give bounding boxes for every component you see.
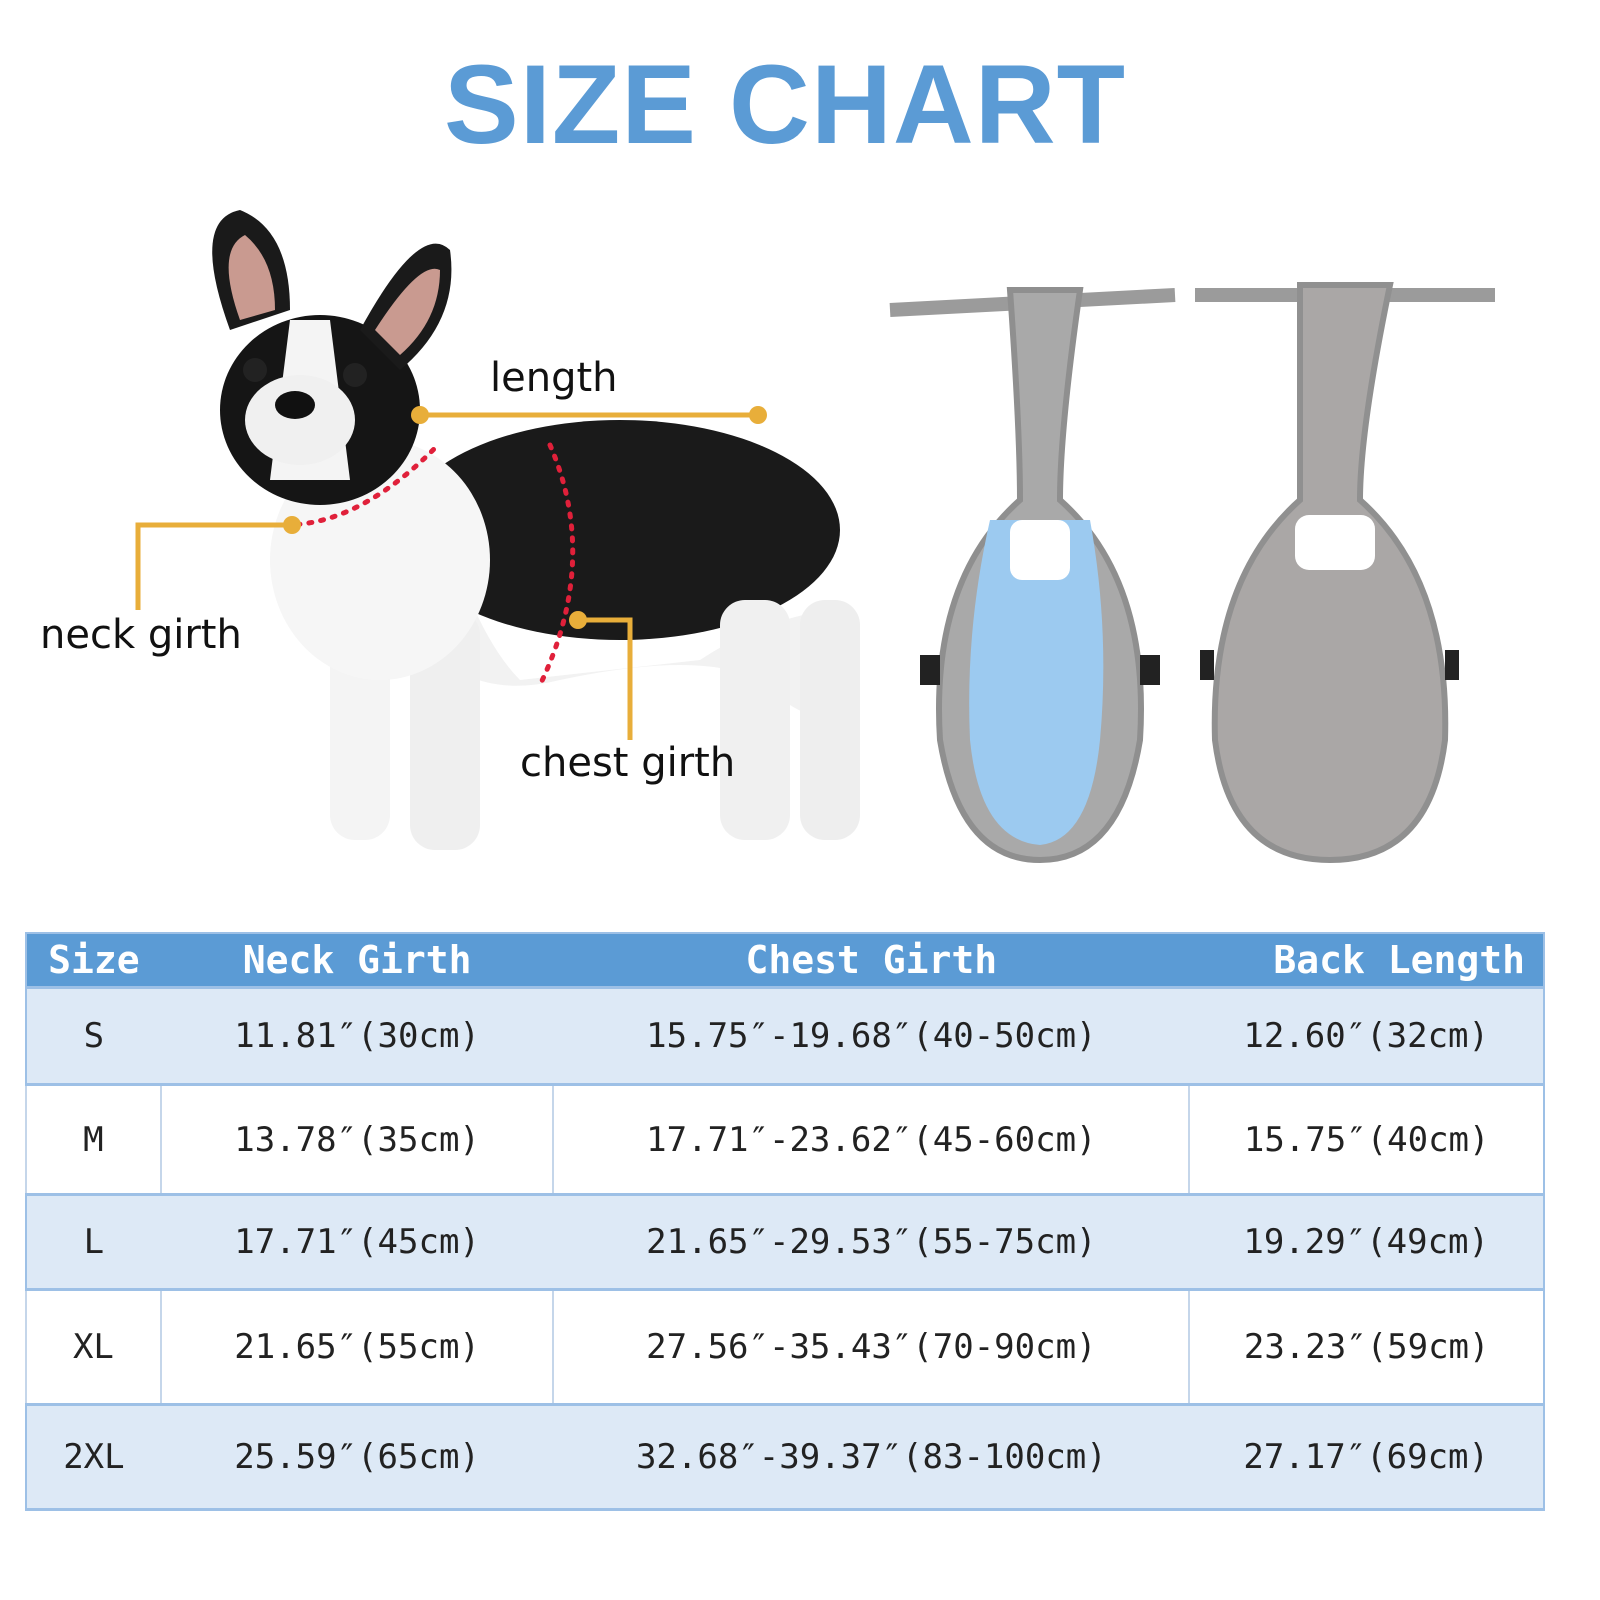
measurement-markers [135, 406, 767, 740]
table-header-row: Size Neck Girth Chest Girth Back Length [26, 933, 1544, 989]
table-cell: 21.65″-29.53″(55-75cm) [553, 1194, 1190, 1291]
table-cell: 27.17″(69cm) [1189, 1404, 1544, 1511]
product-illustration [135, 210, 1495, 864]
page-title: SIZE CHART [444, 42, 1126, 167]
table-cell: M [25, 1084, 161, 1196]
length-label: length [490, 355, 618, 401]
header-back-length: Back Length [1189, 933, 1544, 989]
header-size: Size [26, 933, 161, 989]
size-table: Size Neck Girth Chest Girth Back Length … [25, 932, 1545, 1511]
table-cell: 25.59″(65cm) [160, 1404, 554, 1511]
table-cell: 12.60″(32cm) [1189, 987, 1544, 1086]
table-cell: 11.81″(30cm) [160, 987, 554, 1086]
dog-image [212, 210, 860, 850]
table-cell: L [26, 1194, 161, 1291]
neck-girth-label: neck girth [40, 612, 242, 658]
table-row: L 17.71″(45cm) 21.65″-29.53″(55-75cm) 19.29… [26, 1194, 1544, 1291]
table-row: XL 21.65″(55cm) 27.56″-35.43″(70-90cm) 23.2… [25, 1289, 1544, 1406]
table-cell: 17.71″-23.62″(45-60cm) [552, 1084, 1190, 1196]
table-cell: 32.68″-39.37″(83-100cm) [553, 1404, 1190, 1511]
table-cell: S [26, 987, 161, 1086]
table-row: S 11.81″(30cm) 15.75″-19.68″(40-50cm) 12.60… [26, 987, 1544, 1086]
table-cell: 27.56″-35.43″(70-90cm) [552, 1289, 1190, 1406]
table-row: 2XL 25.59″(65cm) 32.68″-39.37″(83-100cm) 27… [26, 1404, 1544, 1511]
table-cell: 15.75″-19.68″(40-50cm) [553, 987, 1190, 1086]
diaper-front-image [889, 287, 1176, 864]
table-cell: 17.71″(45cm) [160, 1194, 554, 1291]
table-cell: 23.23″(59cm) [1188, 1289, 1544, 1406]
header-neck-girth: Neck Girth [160, 933, 554, 989]
chest-girth-label: chest girth [520, 740, 736, 786]
diaper-back-image [1195, 282, 1495, 864]
table-cell: 13.78″(35cm) [159, 1084, 554, 1196]
table-cell: 15.75″(40cm) [1188, 1084, 1544, 1196]
table-cell: 21.65″(55cm) [159, 1289, 554, 1406]
header-chest-girth: Chest Girth [553, 933, 1190, 989]
table-cell: 2XL [26, 1404, 161, 1511]
table-cell: 19.29″(49cm) [1189, 1194, 1544, 1291]
table-cell: XL [25, 1289, 161, 1406]
table-row: M 13.78″(35cm) 17.71″-23.62″(45-60cm) 15.75… [25, 1084, 1544, 1196]
